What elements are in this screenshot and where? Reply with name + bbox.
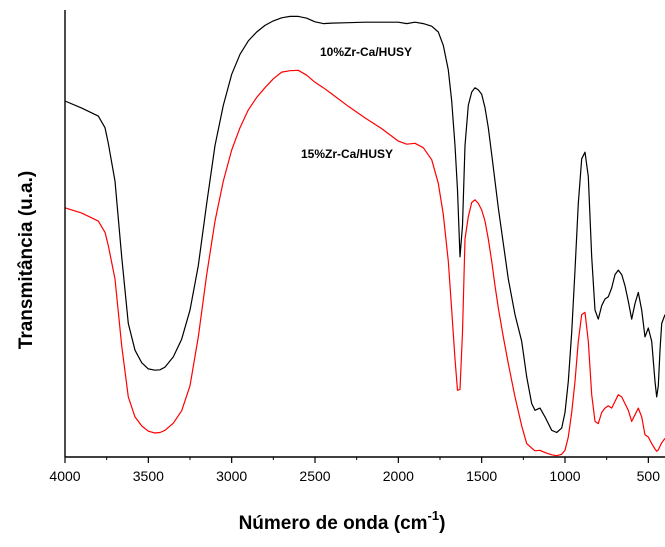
series-layer — [64, 15, 665, 457]
y-axis-title: Transmitância (u.a.) — [16, 171, 37, 349]
x-tick-label-3000: 3000 — [216, 468, 247, 484]
x-axis-title-main: Número de onda (cm — [239, 513, 428, 534]
x-tick-label-3500: 3500 — [133, 468, 164, 484]
series-line-1 — [64, 69, 665, 457]
x-axis-title-sup: -1 — [428, 508, 440, 523]
axes-layer — [64, 10, 665, 458]
x-tick-label-4000: 4000 — [49, 468, 80, 484]
x-ticks: 4000 3500 3000 2500 2000 1500 1000 500 — [49, 457, 660, 484]
x-tick-label-2500: 2500 — [299, 468, 330, 484]
x-tick-label-1500: 1500 — [466, 468, 497, 484]
x-axis-title: Número de onda (cm-1) — [239, 508, 446, 534]
x-axis-title-close: ) — [439, 513, 445, 534]
x-tick-label-1000: 1000 — [549, 468, 580, 484]
x-tick-label-500: 500 — [637, 468, 661, 484]
series-label-10pct: 10%Zr-Ca/HUSY — [320, 45, 412, 59]
series-label-15pct: 15%Zr-Ca/HUSY — [301, 147, 393, 161]
x-tick-label-2000: 2000 — [383, 468, 414, 484]
series-line-0 — [64, 15, 665, 434]
